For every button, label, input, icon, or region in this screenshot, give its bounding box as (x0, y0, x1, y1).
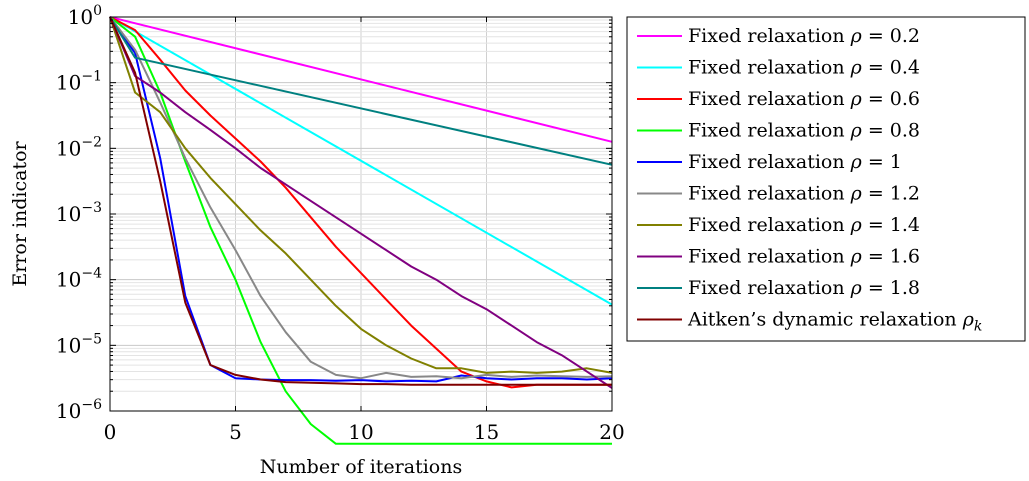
y-tick-label: 10−4 (56, 266, 102, 292)
legend-label-symbol: ρ (850, 246, 863, 268)
legend-label-text: Fixed relaxation (688, 151, 851, 173)
series-line-10 (109, 16, 612, 386)
legend-label-symbol: ρ (850, 214, 863, 236)
y-tick-base: 10 (56, 71, 81, 95)
legend-label-value: = 0.2 (862, 25, 920, 47)
legend-label-text: Aitken’s dynamic relaxation (687, 309, 963, 331)
legend-label: Fixed relaxation ρ = 1 (688, 151, 902, 173)
legend-label-symbol: ρ (850, 151, 863, 173)
legend-label-text: Fixed relaxation (688, 214, 851, 236)
legend-label: Fixed relaxation ρ = 0.2 (688, 25, 920, 47)
y-tick-label: 100 (68, 3, 102, 29)
legend-label: Fixed relaxation ρ = 1.2 (688, 183, 920, 205)
series-line-6 (109, 16, 613, 380)
y-tick-exponent: −3 (81, 200, 102, 216)
legend-label-text: Fixed relaxation (688, 25, 851, 47)
series-line-7 (109, 16, 613, 374)
legend-label-symbol: ρ (850, 183, 863, 205)
y-axis-title: Error indicator (9, 140, 31, 286)
legend-label: Aitken’s dynamic relaxation ρk (687, 309, 982, 335)
y-tick-label: 10−6 (56, 397, 102, 423)
legend-label-value: = 1.8 (862, 277, 920, 299)
x-tick-label: 20 (599, 420, 624, 444)
legend-label: Fixed relaxation ρ = 1.8 (688, 277, 920, 299)
legend-label: Fixed relaxation ρ = 0.8 (688, 120, 920, 142)
series-line-2 (109, 16, 613, 306)
legend-label-text: Fixed relaxation (688, 120, 851, 142)
legend-label-value: = 0.8 (862, 120, 920, 142)
series-line-1 (109, 16, 613, 143)
x-tick-label: 5 (229, 420, 242, 444)
grid (109, 16, 613, 412)
y-tick-exponent: 0 (93, 3, 102, 19)
legend-label-text: Fixed relaxation (688, 183, 851, 205)
x-tick-label: 10 (348, 420, 373, 444)
y-tick-base: 10 (56, 268, 81, 292)
series-line-4 (109, 16, 612, 445)
legend-label: Fixed relaxation ρ = 0.6 (688, 88, 920, 110)
y-tick-label: 10−3 (56, 200, 102, 226)
y-tick-exponent: −1 (81, 69, 102, 85)
legend-label-subscript: k (974, 319, 982, 335)
y-tick-base: 10 (56, 333, 81, 357)
x-axis-title: Number of iterations (260, 456, 462, 478)
y-tick-exponent: −4 (81, 266, 102, 282)
series-line-5 (109, 16, 613, 383)
legend-label-text: Fixed relaxation (688, 277, 851, 299)
y-tick-base: 10 (68, 5, 93, 29)
series-line-8 (109, 16, 613, 389)
y-tick-label: 10−1 (56, 69, 102, 95)
axis-ticks (109, 16, 613, 412)
y-tick-exponent: −6 (81, 397, 102, 413)
y-tick-exponent: −2 (81, 134, 102, 150)
legend-label: Fixed relaxation ρ = 0.4 (688, 57, 920, 79)
y-tick-base: 10 (56, 202, 81, 226)
legend-label: Fixed relaxation ρ = 1.4 (688, 214, 920, 236)
legend-label-value: = 1.2 (862, 183, 920, 205)
series-line-9 (109, 16, 613, 166)
legend-label-symbol: ρ (850, 88, 863, 110)
legend-box (626, 16, 1026, 342)
legend-label-symbol: ρ (850, 25, 863, 47)
x-tick-label: 0 (104, 420, 117, 444)
legend-label-value: = 1 (862, 151, 902, 173)
series-lines (109, 16, 613, 445)
legend-label-value: = 0.6 (862, 88, 920, 110)
y-tick-label: 10−2 (56, 134, 102, 160)
legend-label-value: = 1.6 (862, 246, 920, 268)
legend-label-value: = 0.4 (862, 57, 920, 79)
y-tick-base: 10 (56, 136, 81, 160)
legend-label-text: Fixed relaxation (688, 57, 851, 79)
legend-label-symbol: ρ (850, 277, 863, 299)
legend-label-symbol: ρ (962, 309, 975, 331)
legend-label-symbol: ρ (850, 57, 863, 79)
x-tick-label: 15 (474, 420, 499, 444)
legend-label-value: = 1.4 (862, 214, 920, 236)
legend-label-text: Fixed relaxation (688, 88, 851, 110)
y-tick-exponent: −5 (81, 331, 102, 347)
legend-label-text: Fixed relaxation (688, 246, 851, 268)
legend-label-symbol: ρ (850, 120, 863, 142)
y-tick-base: 10 (56, 399, 81, 423)
y-tick-label: 10−5 (56, 331, 102, 357)
legend-label: Fixed relaxation ρ = 1.6 (688, 246, 920, 268)
